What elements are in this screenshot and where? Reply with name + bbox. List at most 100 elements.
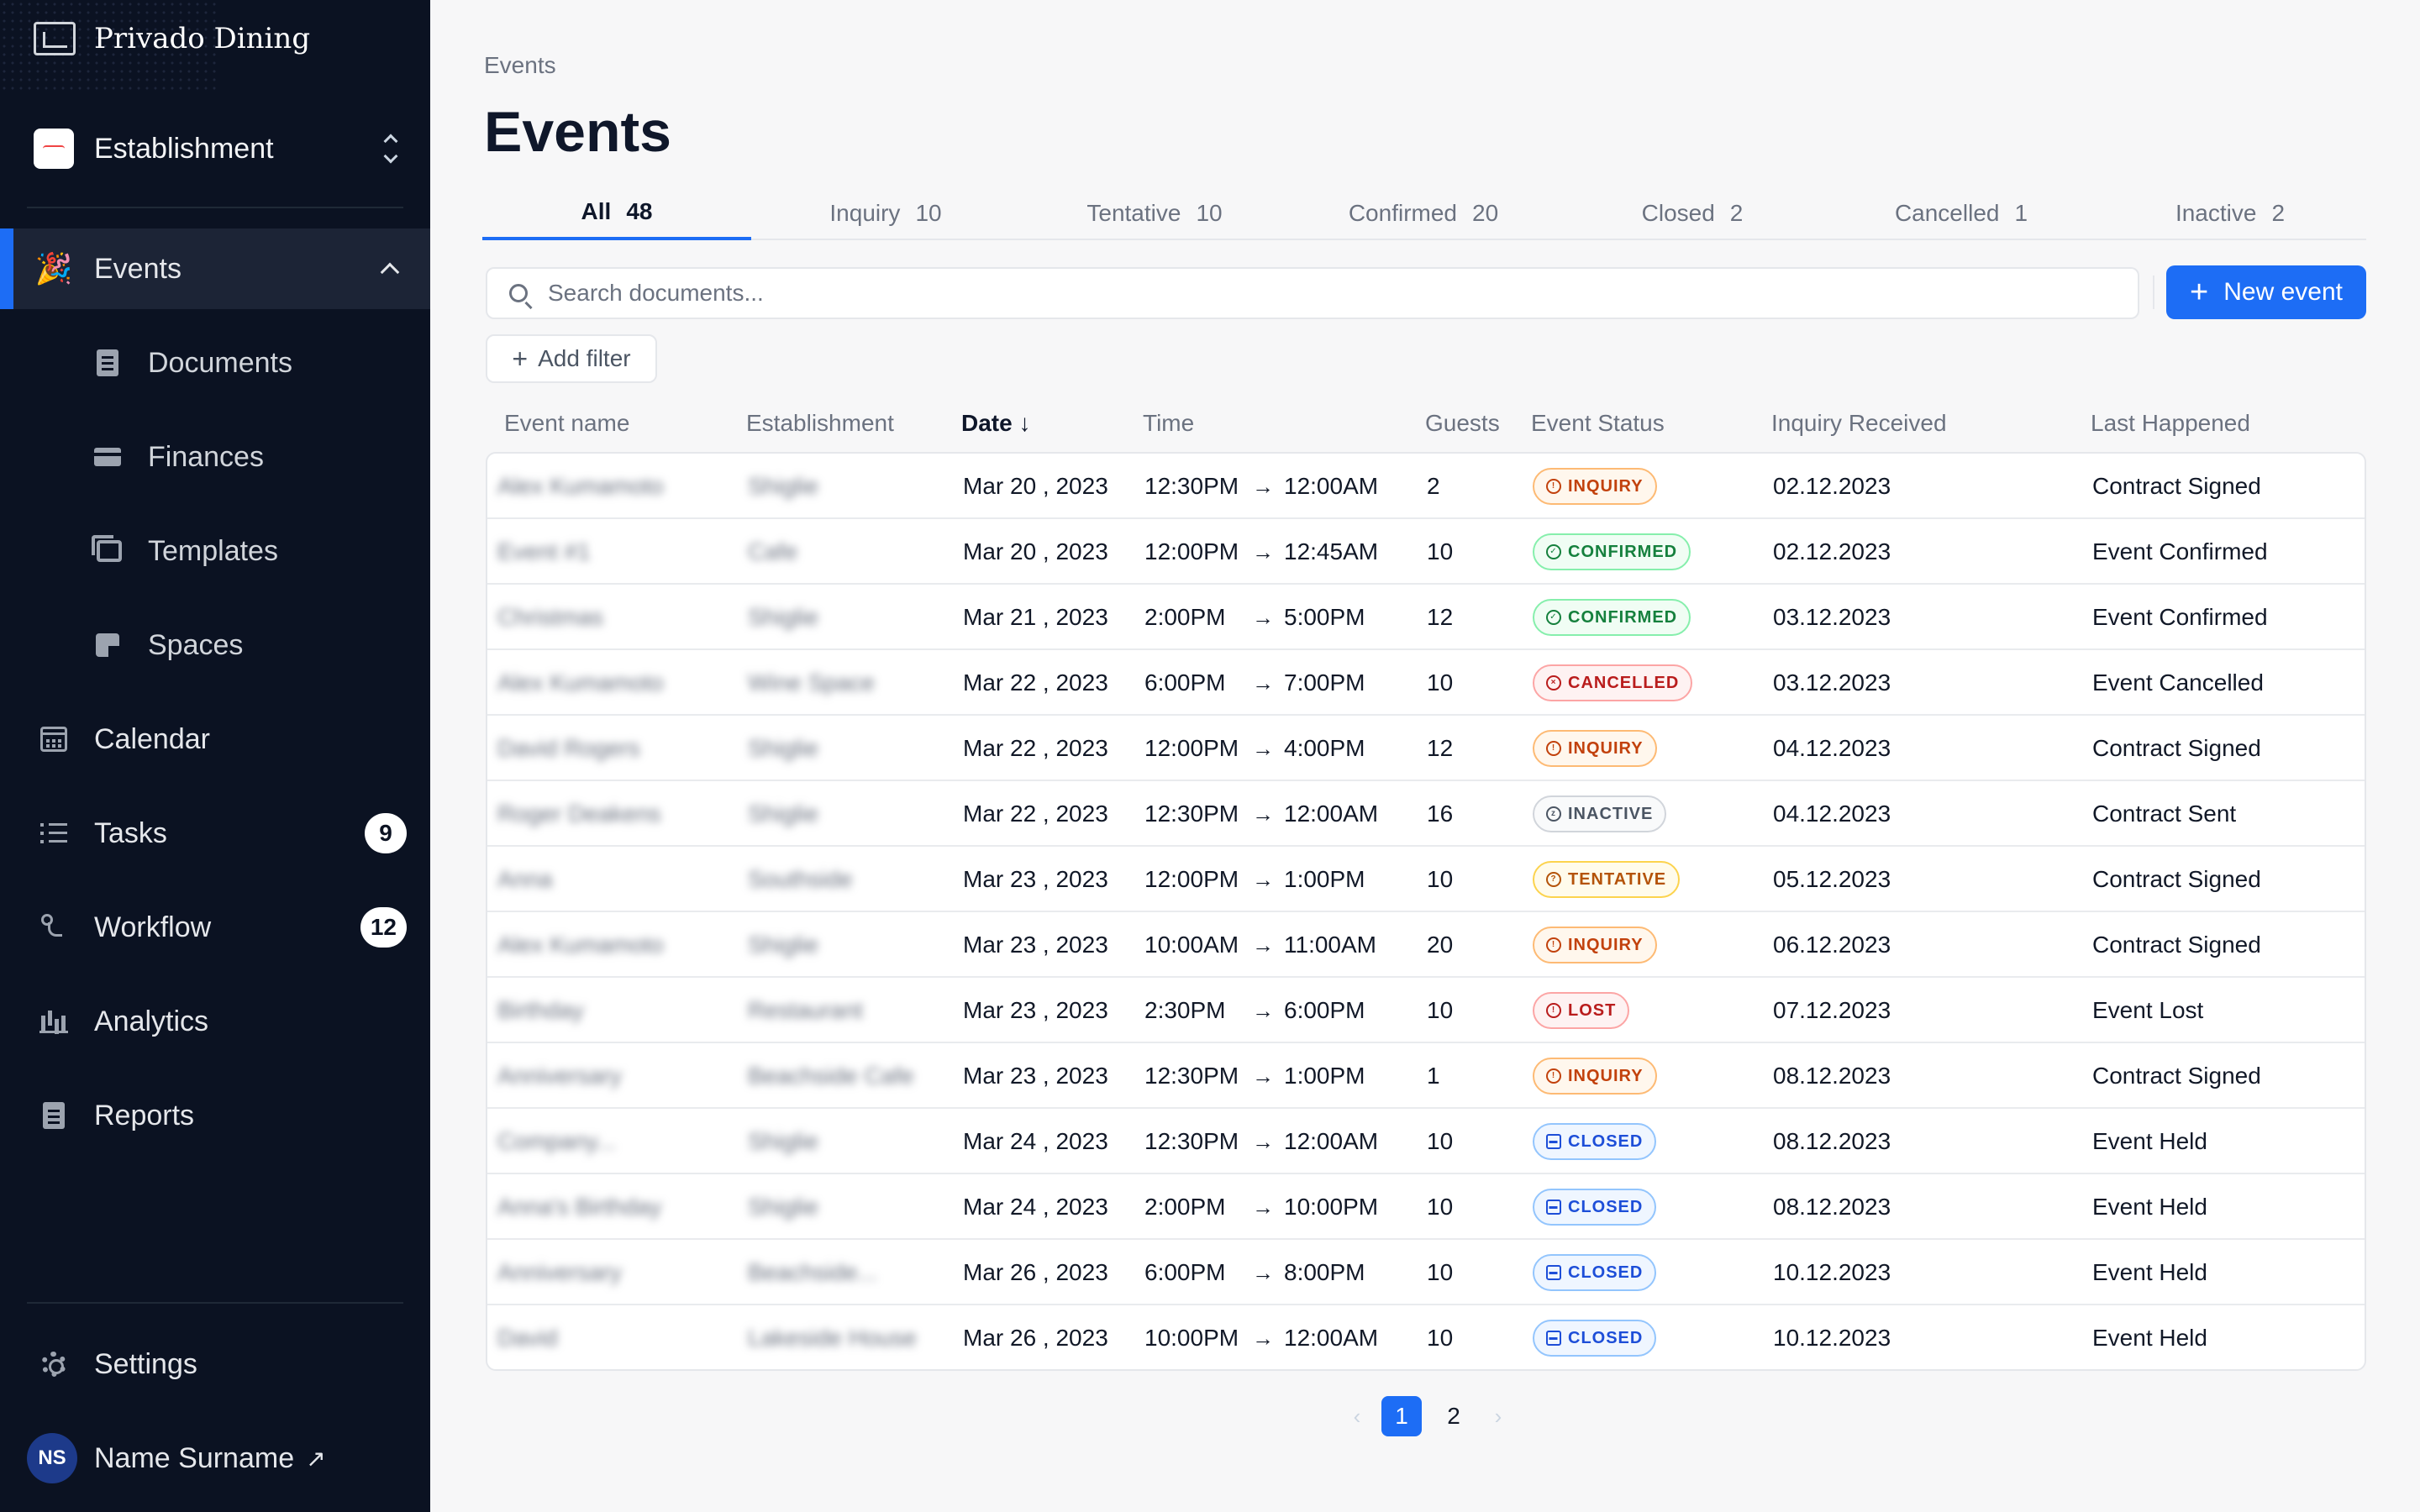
sidebar-item-label: Reports — [94, 1099, 195, 1131]
column-event-status[interactable]: Event Status — [1531, 410, 1665, 436]
sidebar-item-settings[interactable]: Settings — [0, 1324, 430, 1404]
inquiry-status-icon: ! — [1546, 1068, 1561, 1084]
user-profile[interactable]: NS Name Surname ↗ — [27, 1433, 326, 1483]
start-time: 12:30PM — [1144, 801, 1239, 827]
date-cell: Mar 21 , 2023 — [963, 604, 1108, 630]
sidebar-item-analytics[interactable]: Analytics — [0, 981, 430, 1062]
party-popper-icon: 🎉 — [34, 251, 73, 286]
status-badge: ? TENTATIVE — [1533, 861, 1681, 898]
column-time[interactable]: Time — [1143, 410, 1195, 436]
tab-inquiry[interactable]: Inquiry 10 — [751, 186, 1020, 240]
column-event-name[interactable]: Event name — [504, 410, 630, 436]
table-row[interactable]: Anniversary Beachside Cafe Mar 23 , 2023 12… — [487, 1043, 2365, 1109]
chevron-up-down-icon — [378, 132, 403, 165]
breadcrumb[interactable]: Events — [484, 52, 556, 78]
add-filter-button[interactable]: + Add filter — [486, 334, 657, 383]
status-label: CLOSED — [1568, 1197, 1644, 1216]
column-inquiry-received[interactable]: Inquiry Received — [1771, 410, 1947, 436]
sidebar-item-workflow[interactable]: Workflow 12 — [0, 887, 430, 968]
confirmed-status-icon: ✓ — [1546, 544, 1561, 559]
start-time: 10:00AM — [1144, 932, 1239, 958]
search-input[interactable] — [548, 280, 2060, 307]
page-2-button[interactable]: 2 — [1447, 1403, 1460, 1429]
date-cell: Mar 22 , 2023 — [963, 801, 1108, 827]
table-row[interactable]: Anniversary Beachside... Mar 26 , 2023 6:00… — [487, 1240, 2365, 1305]
table-row[interactable]: Company... Shiglie Mar 24 , 2023 12:30PM → 12… — [487, 1109, 2365, 1174]
table-row[interactable]: David Rogers Shiglie Mar 22 , 2023 12:00PM →… — [487, 716, 2365, 781]
tab-confirmed[interactable]: Confirmed 20 — [1289, 186, 1558, 240]
list-icon — [37, 816, 71, 850]
table-row[interactable]: Alex Kumamoto Shiglie Mar 23 , 2023 10:00AM… — [487, 912, 2365, 978]
establishment-selector[interactable]: Establishment — [34, 126, 403, 171]
sidebar-item-finances[interactable]: Finances — [0, 417, 430, 497]
new-event-button[interactable]: + New event — [2166, 265, 2366, 319]
status-cell: ? TENTATIVE — [1533, 847, 1681, 912]
sidebar-item-events[interactable]: 🎉 Events — [0, 228, 430, 309]
inactive-status-icon: z — [1546, 806, 1561, 822]
inquiry-received-cell: 06.12.2023 — [1773, 932, 1891, 958]
chevron-up-icon — [380, 262, 400, 282]
tab-inactive[interactable]: Inactive 2 — [2096, 186, 2365, 240]
document-icon — [91, 346, 124, 380]
closed-status-icon: ▬ — [1546, 1331, 1561, 1346]
guests-cell: 10 — [1427, 1194, 1454, 1220]
sidebar-item-documents[interactable]: Documents — [0, 323, 430, 403]
column-date[interactable]: Date ↓ — [961, 410, 1030, 437]
table-row[interactable]: Anna Southside Mar 23 , 2023 12:00PM → 1:00PM… — [487, 847, 2365, 912]
sidebar-item-label: Events — [94, 252, 182, 285]
tab-count: 10 — [1196, 200, 1223, 226]
table-row[interactable]: Alex Kumamoto Shiglie Mar 20 , 2023 12:30PM… — [487, 454, 2365, 519]
tab-cancelled[interactable]: Cancelled 1 — [1827, 186, 2096, 240]
arrow-right-icon: → — [1252, 1325, 1274, 1351]
sidebar-item-tasks[interactable]: Tasks 9 — [0, 793, 430, 874]
inquiry-received-cell: 04.12.2023 — [1773, 735, 1891, 761]
last-happened-cell: Event Held — [2092, 1259, 2207, 1285]
sidebar-item-spaces[interactable]: Spaces — [0, 605, 430, 685]
inquiry-received-cell: 03.12.2023 — [1773, 669, 1891, 696]
chevron-right-icon[interactable]: › — [1494, 1403, 1502, 1429]
brand[interactable]: Privado Dining — [34, 22, 310, 55]
column-establishment[interactable]: Establishment — [746, 410, 894, 436]
tab-all[interactable]: All 48 — [482, 186, 751, 240]
table-row[interactable]: Event #1 Cafe Mar 20 , 2023 12:00PM → 12:45AM… — [487, 519, 2365, 585]
sidebar-item-templates[interactable]: Templates — [0, 511, 430, 591]
arrow-right-icon: → — [1252, 997, 1274, 1023]
time-cell: 10:00AM → 11:00AM — [1144, 912, 1376, 978]
guests-cell: 10 — [1427, 1325, 1454, 1351]
tab-closed[interactable]: Closed 2 — [1558, 186, 1827, 240]
status-cell: ✓ CONFIRMED — [1533, 519, 1691, 585]
time-cell: 12:00PM → 1:00PM — [1144, 847, 1365, 912]
report-icon — [37, 1099, 71, 1132]
arrow-right-icon: → — [1252, 1194, 1274, 1220]
chevron-left-icon[interactable]: ‹ — [1353, 1403, 1361, 1429]
status-badge: ✓ CONFIRMED — [1533, 599, 1691, 636]
table-row[interactable]: Birthday Restaurant Mar 23 , 2023 2:30PM → 6:… — [487, 978, 2365, 1043]
tab-count: 2 — [2271, 200, 2286, 226]
guests-cell: 10 — [1427, 866, 1454, 892]
inquiry-status-icon: ! — [1546, 479, 1561, 494]
last-happened-cell: Contract Signed — [2092, 932, 2261, 958]
tab-label: Confirmed — [1348, 200, 1457, 226]
sidebar-item-calendar[interactable]: Calendar — [0, 699, 430, 780]
table-row[interactable]: Anna's Birthday Shiglie Mar 24 , 2023 2:00P… — [487, 1174, 2365, 1240]
table-row[interactable]: Alex Kumamoto Wine Space Mar 22 , 2023 6:00… — [487, 650, 2365, 716]
table-row[interactable]: Roger Deakens Shiglie Mar 22 , 2023 12:30PM… — [487, 781, 2365, 847]
column-guests[interactable]: Guests — [1425, 410, 1500, 436]
guests-cell: 2 — [1427, 473, 1440, 499]
tab-tentative[interactable]: Tentative 10 — [1020, 186, 1289, 240]
establishment-cell: Southside — [748, 866, 853, 892]
status-badge: z INACTIVE — [1533, 795, 1667, 832]
establishment-cell: Beachside Cafe — [748, 1063, 914, 1089]
sidebar-item-reports[interactable]: Reports — [0, 1075, 430, 1156]
page-1-button[interactable]: 1 — [1381, 1396, 1422, 1436]
status-label: LOST — [1568, 1000, 1617, 1020]
table-row[interactable]: David Lakeside House Mar 26 , 2023 10:00PM →… — [487, 1305, 2365, 1369]
gear-icon — [37, 1347, 71, 1381]
calendar-icon — [37, 722, 71, 756]
table-row[interactable]: Christmas Shiglie Mar 21 , 2023 2:00PM → 5:00… — [487, 585, 2365, 650]
end-time: 7:00PM — [1284, 669, 1365, 696]
inquiry-received-cell: 08.12.2023 — [1773, 1063, 1891, 1089]
new-event-label: New event — [2223, 278, 2343, 306]
sidebar-divider — [27, 1302, 403, 1304]
column-last-happened[interactable]: Last Happened — [2091, 410, 2250, 436]
